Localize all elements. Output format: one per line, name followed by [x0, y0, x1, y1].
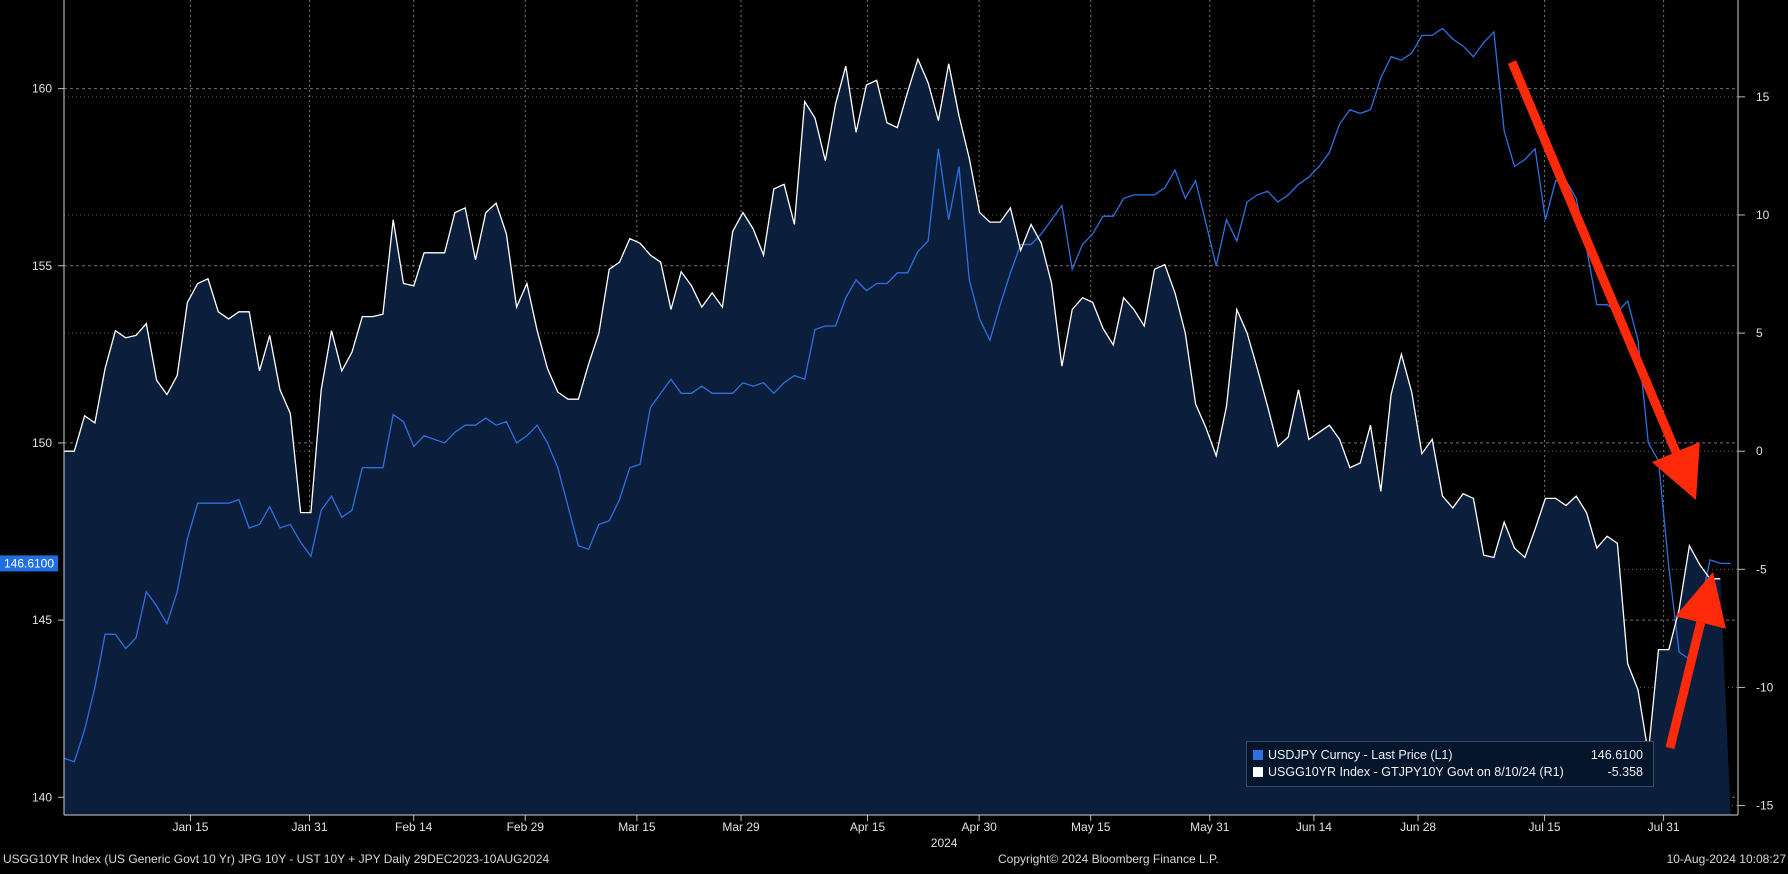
x-tick-label: Apr 15: [850, 820, 886, 834]
y-tick-label-right: -10: [1756, 680, 1774, 694]
down-arrow: [1507, 60, 1700, 500]
legend-label-usdjpy: USDJPY Curncy - Last Price (L1): [1268, 748, 1453, 762]
series-area-spread: [64, 59, 1731, 816]
y-tick-label-right: 15: [1756, 90, 1770, 104]
x-tick-label: Jan 15: [172, 820, 208, 834]
footer-description: USGG10YR Index (US Generic Govt 10 Yr) J…: [3, 852, 550, 866]
legend-entry-usdjpy: USDJPY Curncy - Last Price (L1) 146.6100: [1253, 747, 1643, 763]
y-tick-label-right: 5: [1756, 326, 1763, 340]
up-arrow-shaft: [1665, 621, 1706, 750]
x-tick-label: May 15: [1071, 820, 1111, 834]
x-tick-label: May 31: [1190, 820, 1230, 834]
down-arrow-head: [1651, 441, 1700, 500]
series-line-spread: [64, 57, 1721, 754]
last-value-spread: -5.358: [1752, 0, 1786, 3]
last-value-usdjpy: 146.6100: [4, 556, 54, 570]
last-value-tag-usdjpy: [0, 555, 58, 572]
footer-timestamp: 10-Aug-2024 10:08:27: [1666, 852, 1786, 866]
y-tick-label-right: 0: [1756, 444, 1763, 458]
x-tick-label: Mar 15: [618, 820, 656, 834]
y-tick-label-left: 145: [32, 613, 52, 627]
x-tick-label: Apr 30: [961, 820, 997, 834]
legend-value-spread: -5.358: [1607, 765, 1643, 779]
x-tick-label: Jun 14: [1296, 820, 1332, 834]
up-arrow-head: [1675, 572, 1726, 629]
x-year-label: 2024: [931, 836, 958, 850]
y-tick-label-right: 10: [1756, 208, 1770, 222]
legend-label-spread: USGG10YR Index - GTJPY10Y Govt on 8/10/2…: [1268, 765, 1564, 779]
up-arrow: [1665, 572, 1726, 750]
chart-legend: USDJPY Curncy - Last Price (L1) 146.6100…: [1246, 741, 1654, 787]
x-tick-label: Jul 15: [1529, 820, 1561, 834]
x-tick-label: Jan 31: [292, 820, 328, 834]
footer-copyright: Copyright© 2024 Bloomberg Finance L.P.: [998, 852, 1219, 866]
y-tick-label-left: 140: [32, 790, 52, 804]
legend-swatch-usdjpy: [1253, 750, 1263, 760]
y-tick-label-left: 160: [32, 82, 52, 96]
series-line-usdjpy: [63, 27, 1731, 763]
x-tick-label: Jul 31: [1648, 820, 1680, 834]
legend-entry-spread: USGG10YR Index - GTJPY10Y Govt on 8/10/2…: [1253, 764, 1643, 780]
y-tick-label-left: 150: [32, 436, 52, 450]
x-tick-label: Feb 29: [507, 820, 545, 834]
y-tick-label-left: 155: [32, 259, 52, 273]
x-tick-label: Feb 14: [395, 820, 433, 834]
legend-value-usdjpy: 146.6100: [1590, 748, 1643, 762]
y-tick-label-right: -5: [1756, 562, 1767, 576]
down-arrow-shaft: [1507, 60, 1681, 454]
legend-swatch-spread: [1253, 767, 1263, 777]
x-tick-label: Mar 29: [722, 820, 760, 834]
x-tick-label: Jun 28: [1400, 820, 1436, 834]
y-tick-label-right: -15: [1756, 799, 1774, 813]
